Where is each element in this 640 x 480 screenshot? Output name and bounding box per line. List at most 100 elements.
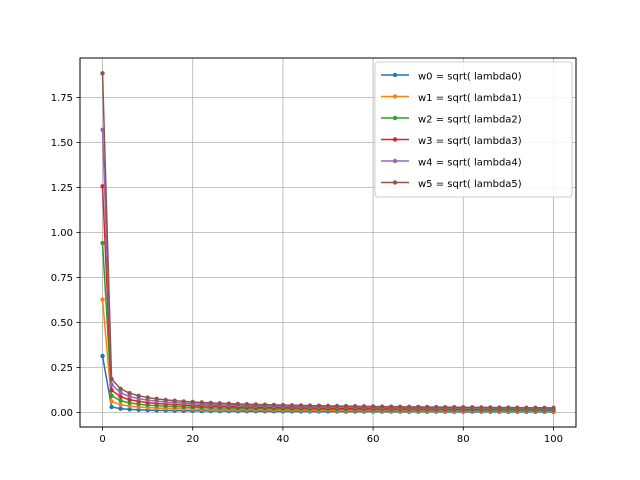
data-point xyxy=(452,405,457,410)
data-point xyxy=(370,404,376,409)
x-tick-label: 40 xyxy=(277,434,290,445)
data-point xyxy=(379,404,385,409)
data-point xyxy=(271,402,277,408)
data-point xyxy=(226,401,231,406)
data-point xyxy=(163,397,168,403)
legend-box xyxy=(374,61,573,198)
data-point xyxy=(109,393,114,398)
y-tick-label: 0.25 xyxy=(51,363,73,374)
data-point xyxy=(415,404,421,410)
y-axis: 0.00 0.25 0.50 0.75 1.00 1.25 1.50 1.75 xyxy=(51,93,80,419)
y-tick-label: 1.50 xyxy=(51,138,73,149)
data-point xyxy=(497,405,502,410)
data-point xyxy=(181,399,186,404)
data-point xyxy=(235,401,241,407)
data-point xyxy=(307,403,313,408)
x-tick-label: 60 xyxy=(367,434,380,445)
data-point xyxy=(334,403,340,409)
data-point xyxy=(434,404,439,410)
data-point xyxy=(136,393,141,398)
data-point xyxy=(118,402,123,407)
data-point xyxy=(388,404,394,409)
data-point xyxy=(262,402,268,407)
data-point xyxy=(109,404,114,410)
data-point xyxy=(100,71,105,76)
data-point xyxy=(118,390,123,395)
series-5 xyxy=(100,71,556,411)
y-tick-label: 0.75 xyxy=(51,273,73,284)
legend-label: w4 = sqrt( lambda4) xyxy=(418,158,522,169)
series-group xyxy=(100,71,556,415)
x-axis: 0 20 40 60 80 100 xyxy=(99,427,563,445)
y-tick-label: 1.00 xyxy=(51,228,73,239)
data-point xyxy=(343,403,349,409)
data-point xyxy=(280,402,286,408)
data-point xyxy=(506,405,511,410)
data-point xyxy=(479,405,484,410)
x-tick-label: 80 xyxy=(457,434,470,445)
data-point xyxy=(217,401,222,406)
data-point xyxy=(443,404,448,410)
legend-swatch-marker xyxy=(392,180,398,185)
data-point xyxy=(253,402,259,407)
y-tick-label: 0.00 xyxy=(51,408,73,419)
legend-label: w3 = sqrt( lambda3) xyxy=(418,136,522,147)
data-point xyxy=(118,394,123,399)
data-point xyxy=(425,404,430,410)
legend-swatch-marker xyxy=(392,94,398,99)
data-point xyxy=(100,297,105,302)
data-point xyxy=(397,404,403,409)
data-point xyxy=(100,184,105,189)
data-point xyxy=(127,400,132,406)
plot-frame xyxy=(79,57,577,428)
legend-label: w5 = sqrt( lambda5) xyxy=(418,179,522,190)
data-point xyxy=(118,406,123,411)
data-point xyxy=(298,403,304,408)
data-point xyxy=(190,399,195,405)
legend: w0 = sqrt( lambda0) w1 = sqrt( lambda1) w2… xyxy=(374,61,573,198)
data-point xyxy=(109,399,114,404)
data-point xyxy=(118,398,123,403)
data-point xyxy=(524,405,529,410)
legend-label: w0 = sqrt( lambda0) xyxy=(418,72,522,83)
y-tick-label: 1.75 xyxy=(51,93,73,104)
legend-swatch-marker xyxy=(392,72,398,78)
data-point xyxy=(172,398,177,403)
data-point xyxy=(127,391,132,396)
data-point xyxy=(406,404,412,410)
data-point xyxy=(461,405,466,410)
legend-swatch-marker xyxy=(392,137,398,142)
data-point xyxy=(542,405,547,410)
data-point xyxy=(361,404,367,409)
data-point xyxy=(325,403,331,409)
data-point xyxy=(127,397,132,402)
data-point xyxy=(109,382,114,387)
legend-swatch-marker xyxy=(392,158,398,164)
data-point xyxy=(109,387,114,393)
x-tick-label: 20 xyxy=(186,434,199,445)
data-point xyxy=(208,400,213,406)
data-point xyxy=(145,395,150,400)
y-tick-label: 0.50 xyxy=(51,318,73,329)
data-point xyxy=(289,403,295,408)
legend-swatch-marker xyxy=(392,115,398,121)
data-point xyxy=(515,405,520,410)
data-point xyxy=(488,405,493,410)
y-tick-label: 1.25 xyxy=(51,183,73,194)
data-point xyxy=(316,403,322,408)
x-tick-label: 100 xyxy=(544,434,563,445)
data-point xyxy=(109,376,114,382)
data-point xyxy=(533,405,538,410)
data-point xyxy=(199,400,204,405)
data-point xyxy=(127,394,132,399)
data-point xyxy=(244,401,250,407)
data-point xyxy=(352,404,358,409)
data-point xyxy=(470,405,475,410)
data-point xyxy=(127,407,132,412)
data-point xyxy=(100,240,105,246)
data-point xyxy=(127,403,132,409)
data-point xyxy=(118,386,123,392)
legend-label: w1 = sqrt( lambda1) xyxy=(418,93,522,104)
data-point xyxy=(154,396,159,402)
